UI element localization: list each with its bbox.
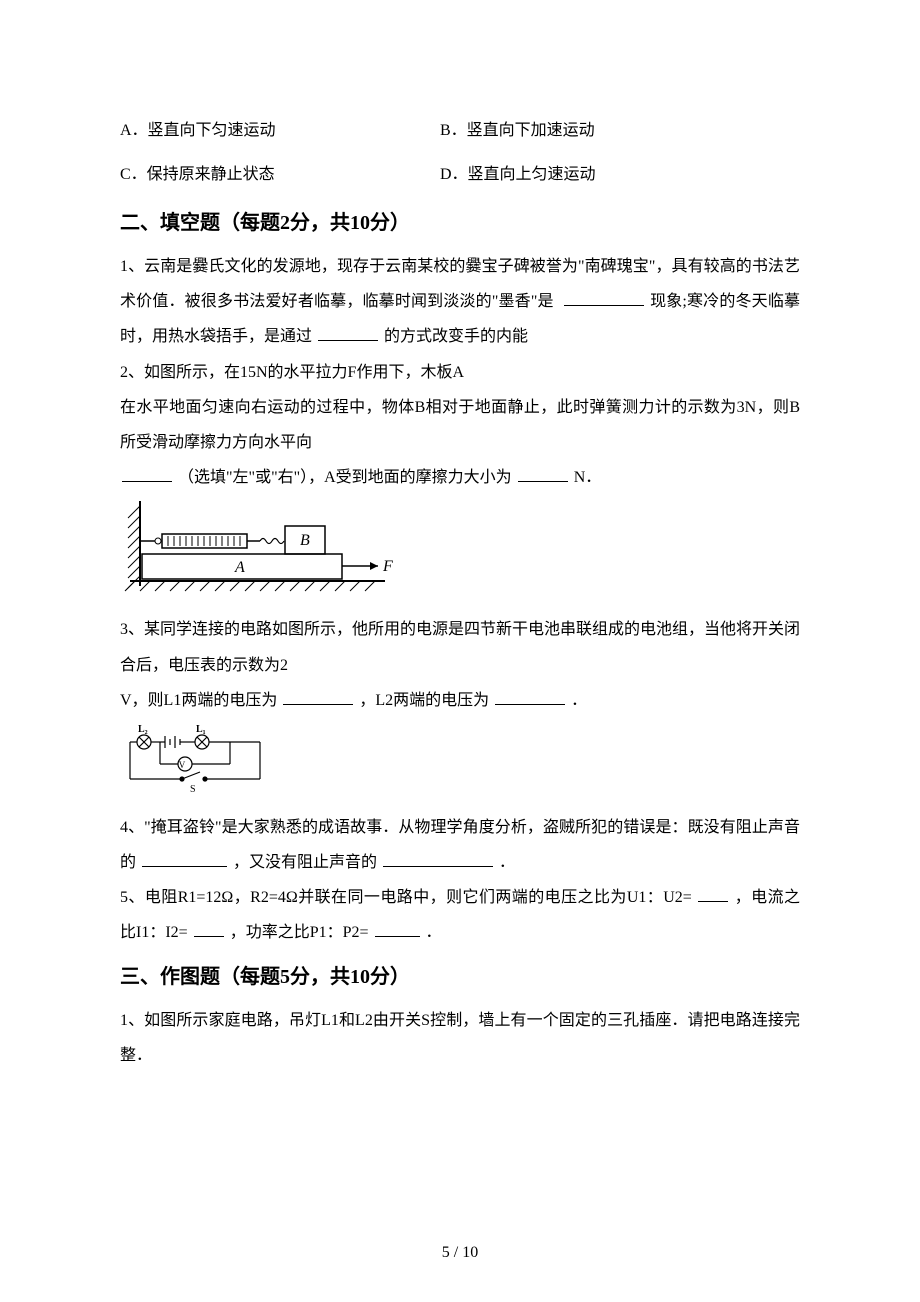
- label-f: F: [382, 558, 393, 575]
- s3-q1: 1、如图所示家庭电路，吊灯L1和L2由开关S控制，墙上有一个固定的三孔插座．请把…: [120, 1003, 800, 1073]
- s2-q5-t3: ，功率之比P1：P2=: [230, 924, 369, 941]
- option-d: D．竖直向上匀速运动: [440, 159, 800, 191]
- s2-q3-t3: ，L2两端的电压为: [359, 692, 489, 709]
- blank: [142, 850, 227, 867]
- s2-q3-figure: L₂ L₁ V S: [120, 724, 800, 804]
- s2-q3-t4: ．: [571, 692, 587, 709]
- label-s: S: [190, 784, 196, 795]
- s2-q4-t2: ，又没有阻止声音的: [233, 854, 377, 871]
- s2-q3-line2: V，则L1两端的电压为 ，L2两端的电压为 ．: [120, 683, 800, 718]
- blank: [518, 465, 568, 482]
- s2-q5-t1: 5、电阻R1=12Ω，R2=4Ω并联在同一电路中，则它们两端的电压之比为U1：U…: [120, 889, 692, 906]
- blank: [318, 324, 378, 341]
- circuit-diagram: L₂ L₁ V S: [120, 724, 270, 799]
- option-a: A．竖直向下匀速运动: [120, 115, 440, 147]
- options-row-1: A．竖直向下匀速运动 B．竖直向下加速运动: [120, 115, 800, 147]
- friction-diagram: B A F: [120, 501, 400, 601]
- page: A．竖直向下匀速运动 B．竖直向下加速运动 C．保持原来静止状态 D．竖直向上匀…: [0, 0, 920, 1302]
- blank: [698, 885, 728, 902]
- section-3-title: 三、作图题（每题5分，共10分）: [120, 957, 800, 997]
- blank: [122, 465, 172, 482]
- label-l2: L₂: [138, 724, 148, 735]
- page-number: 5 / 10: [0, 1244, 920, 1262]
- blank: [564, 289, 644, 306]
- s2-q3-t2: V，则L1两端的电压为: [120, 692, 277, 709]
- s2-q4: 4、"掩耳盗铃"是大家熟悉的成语故事．从物理学角度分析，盗贼所犯的错误是：既没有…: [120, 810, 800, 880]
- blank: [383, 850, 493, 867]
- label-b: B: [300, 532, 310, 549]
- s2-q2-t3: （选填"左"或"右"），A受到地面的摩擦力大小为: [178, 469, 512, 486]
- options-row-2: C．保持原来静止状态 D．竖直向上匀速运动: [120, 159, 800, 191]
- s2-q2-line1: 2、如图所示，在15N的水平拉力F作用下，木板A: [120, 355, 800, 390]
- option-b: B．竖直向下加速运动: [440, 115, 800, 147]
- blank: [375, 920, 420, 937]
- label-a: A: [234, 559, 245, 576]
- s2-q2-figure: B A F: [120, 501, 800, 606]
- label-v: V: [179, 760, 186, 770]
- section-2-title: 二、填空题（每题2分，共10分）: [120, 203, 800, 243]
- blank: [194, 920, 224, 937]
- s2-q2-line3: （选填"左"或"右"），A受到地面的摩擦力大小为 N．: [120, 460, 800, 495]
- s2-q2-t4: N．: [574, 469, 602, 486]
- label-l1: L₁: [196, 724, 206, 735]
- s2-q2-line2: 在水平地面匀速向右运动的过程中，物体B相对于地面静止，此时弹簧测力计的示数为3N…: [120, 390, 800, 460]
- s2-q5: 5、电阻R1=12Ω，R2=4Ω并联在同一电路中，则它们两端的电压之比为U1：U…: [120, 880, 800, 950]
- blank: [283, 688, 353, 705]
- s2-q5-t4: ．: [426, 924, 442, 941]
- blank: [495, 688, 565, 705]
- s2-q4-t3: ．: [499, 854, 515, 871]
- s2-q1-t3: 的方式改变手的内能: [384, 328, 528, 345]
- option-c: C．保持原来静止状态: [120, 159, 440, 191]
- s2-q1: 1、云南是爨氏文化的发源地，现存于云南某校的爨宝子碑被誉为"南碑瑰宝"，具有较高…: [120, 249, 800, 355]
- s2-q3-line1: 3、某同学连接的电路如图所示，他所用的电源是四节新干电池串联组成的电池组，当他将…: [120, 612, 800, 682]
